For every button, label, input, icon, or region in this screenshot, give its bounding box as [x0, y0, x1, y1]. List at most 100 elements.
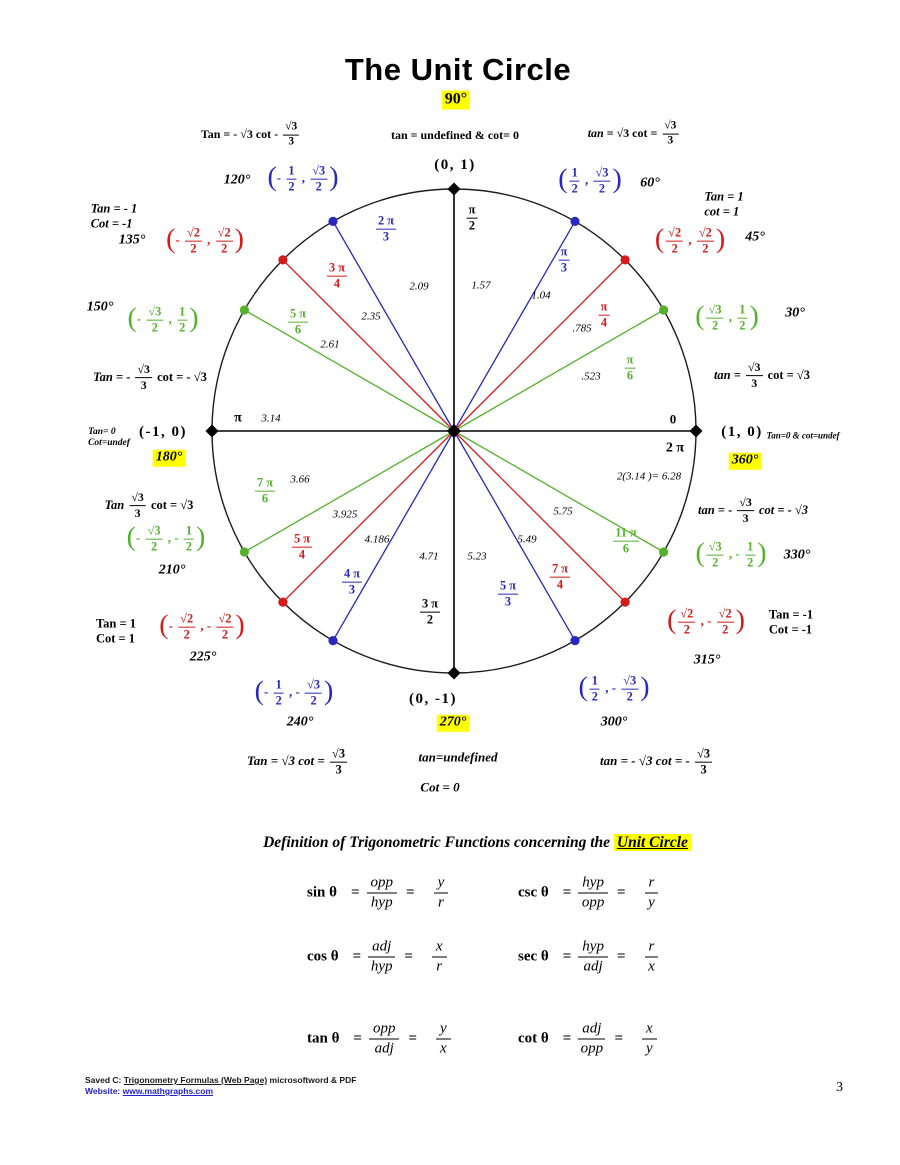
footer-website-link[interactable]: www.mathgraphs.com	[122, 1086, 214, 1097]
tc45-label: Tan = 1 cot = 1	[704, 189, 744, 218]
ray-330	[453, 430, 664, 553]
footer-saved-line: Saved C: Trigonometry Formulas (Web Page…	[85, 1075, 356, 1086]
deg45-label: 45°	[745, 229, 765, 245]
tc315-label: Tan = -1 Cot = -1	[768, 607, 814, 636]
definitions-heading: Definition of Trigonometric Functions co…	[263, 834, 691, 852]
point-240	[328, 636, 338, 646]
deg240-label: 240°	[286, 714, 314, 730]
deg270-label: 270°	[436, 714, 470, 732]
ray-120	[332, 221, 455, 432]
tc225-label: Tan = 1 Cot = 1	[95, 616, 137, 645]
coord330-label: (√3 2 , - 1 2)	[695, 538, 767, 570]
point-60	[570, 216, 580, 226]
formula-name: sec θ	[518, 948, 549, 965]
d270-label: 4.71	[419, 550, 439, 563]
d150-label: 2.61	[320, 338, 340, 351]
point-120	[328, 216, 338, 226]
cot-formula: cot θ = adj opp = x y	[518, 1021, 657, 1057]
d0-label: 2(3.14 )= 6.28	[616, 470, 682, 483]
deg90-label: 90°	[441, 90, 471, 110]
deg120-label: 120°	[223, 172, 251, 188]
deg225-label: 225°	[189, 649, 217, 665]
d30-label: .523	[581, 370, 601, 383]
formula-name: sin θ	[307, 884, 337, 901]
ray-135	[282, 259, 455, 432]
definitions-heading-highlight: Unit Circle	[613, 834, 691, 851]
ray-150	[244, 309, 455, 432]
coord90-label: (0, 1)	[434, 157, 476, 174]
point-210	[239, 547, 249, 557]
sin-formula: sin θ = opp hyp = y r	[307, 875, 449, 911]
coord150-label: (- √3 2 , 1 2)	[127, 303, 199, 335]
deg300-label: 300°	[600, 714, 628, 730]
ray-240	[332, 430, 455, 641]
d135-label: 2.35	[361, 310, 381, 323]
d240-label: 4.186	[364, 533, 390, 546]
deg0-label: 360°	[728, 452, 762, 470]
coord300-label: (1 2 , - √3 2)	[578, 672, 650, 704]
footer-saved-prefix: Saved C:	[85, 1075, 124, 1085]
sec-formula: sec θ = hyp adj = r x	[518, 939, 659, 975]
footer-website-line: Website: www.mathgraphs.com	[85, 1086, 356, 1097]
d300-label: 5.23	[467, 550, 487, 563]
d180-label: 3.14	[261, 412, 281, 425]
d330-label: 5.75	[553, 505, 573, 518]
ray-210	[244, 430, 455, 553]
coord60-label: (1 2 , √3 2)	[558, 164, 622, 196]
tc210-label: Tan √3 3 cot = √3	[104, 490, 194, 520]
d60-label: 1.04	[531, 289, 551, 302]
deg315-label: 315°	[693, 652, 721, 668]
deg60-label: 60°	[640, 175, 660, 191]
diagram-labels-layer: 90° Tan = - √3 cot - √3 3 tan = undefined &…	[86, 90, 840, 795]
ray-30	[453, 309, 664, 432]
point-225	[278, 597, 288, 607]
coord180-label: (-1, 0)	[139, 424, 187, 441]
formula-name: csc θ	[518, 884, 549, 901]
footer-trig-formulas-link[interactable]: Trigonometry Formulas (Web Page)	[123, 1075, 268, 1085]
tc30-label: tan = √3 3 cot = √3	[713, 360, 811, 390]
coord225-label: (- √2 2 , - √2 2)	[159, 610, 245, 642]
deg150-label: 150°	[86, 299, 114, 315]
ray-300	[453, 430, 576, 641]
ray-60	[453, 221, 576, 432]
formula-name: cos θ	[307, 948, 339, 965]
definitions-heading-text: Definition of Trigonometric Functions co…	[263, 834, 614, 851]
d225-label: 3.925	[332, 508, 358, 521]
footer-website-label: Website:	[85, 1086, 123, 1097]
point-300	[570, 636, 580, 646]
cos-formula: cos θ = adj hyp = x r	[307, 939, 447, 975]
formula-name: tan θ	[307, 1030, 340, 1047]
tc135-label: Tan = - 1 Cot = -1	[90, 201, 138, 230]
d45-label: .785	[572, 322, 592, 335]
point-45	[620, 255, 630, 265]
d120-label: 2.09	[409, 280, 429, 293]
d90-label: 1.57	[471, 279, 491, 292]
tc270a-label: tan=undefined	[418, 749, 498, 765]
point-315	[620, 597, 630, 607]
point-90	[447, 182, 461, 196]
tc270b-label: Cot = 0	[420, 779, 460, 795]
coord45-label: (√2 2 , √2 2)	[654, 224, 726, 256]
footer: Saved C: Trigonometry Formulas (Web Page…	[85, 1075, 356, 1097]
point-330	[659, 547, 669, 557]
d210-label: 3.66	[290, 473, 310, 486]
coord30-label: (√3 2 , 1 2)	[695, 301, 759, 333]
footer-saved-suffix: microsoftword & PDF	[267, 1075, 357, 1085]
tc90-label: tan = undefined & cot= 0	[390, 127, 520, 142]
tc180-label: Tan= 0 Cot=undef	[88, 426, 130, 448]
tc0-label: Tan=0 & cot=undef	[766, 430, 840, 441]
tan-formula: tan θ = opp adj = y x	[307, 1021, 451, 1057]
point-135	[278, 255, 288, 265]
